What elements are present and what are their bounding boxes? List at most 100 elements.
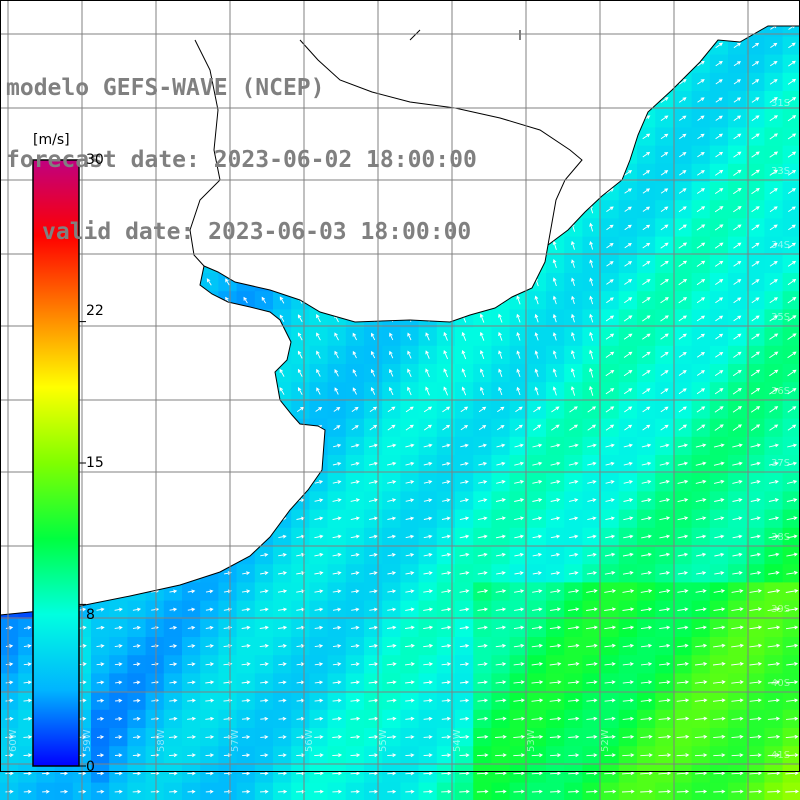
wind-arrow — [41, 771, 50, 776]
wind-arrow — [731, 625, 744, 630]
wind-arrow — [5, 625, 14, 630]
wind-arrow — [605, 498, 615, 503]
wind-arrow — [369, 424, 378, 431]
wind-arrow — [642, 333, 651, 340]
wind-arrow — [387, 589, 397, 594]
wind-arrow — [604, 589, 617, 593]
wind-arrow — [278, 643, 287, 648]
wind-arrow — [712, 698, 726, 703]
wind-arrow — [133, 680, 141, 685]
wind-arrow — [479, 350, 485, 360]
wind-arrow — [732, 424, 742, 431]
wind-arrow — [513, 698, 525, 703]
wind-arrow — [552, 277, 557, 287]
wind-arrow — [314, 552, 324, 557]
wind-arrow — [332, 480, 342, 484]
wind-arrow — [767, 734, 781, 739]
wind-arrow — [658, 716, 671, 721]
wind-arrow — [678, 242, 688, 249]
wind-arrow — [332, 716, 342, 721]
wind-arrow — [589, 385, 594, 396]
wind-arrow — [678, 224, 687, 231]
wind-arrow — [332, 443, 342, 448]
wind-arrow — [589, 295, 594, 305]
wind-arrow — [316, 332, 321, 341]
wind-arrow — [715, 351, 724, 358]
wind-arrow — [586, 589, 598, 593]
wind-arrow — [187, 625, 196, 630]
wind-arrow — [5, 698, 14, 703]
wind-arrow — [351, 625, 360, 630]
wind-arrow — [260, 571, 269, 575]
wind-arrow — [695, 443, 707, 448]
wind-arrow — [787, 260, 797, 267]
wind-arrow — [460, 406, 469, 413]
wind-arrow — [368, 771, 379, 776]
wind-arrow — [387, 480, 397, 484]
wind-arrow — [495, 498, 506, 502]
wind-arrow — [550, 443, 561, 448]
wind-arrow — [695, 516, 707, 521]
wind-arrow — [624, 424, 633, 431]
wind-arrow — [694, 698, 708, 703]
wind-arrow — [604, 680, 616, 685]
wind-arrow — [423, 516, 433, 521]
wind-arrow — [260, 753, 269, 758]
wind-arrow — [622, 680, 634, 685]
wind-arrow — [586, 443, 597, 448]
wind-arrow — [750, 406, 761, 413]
wind-arrow — [696, 260, 706, 267]
wind-arrow — [478, 461, 488, 466]
wind-arrow — [314, 571, 324, 575]
wind-arrow — [604, 552, 616, 557]
wind-arrow — [733, 61, 741, 67]
wind-arrow — [769, 315, 779, 322]
wind-arrow — [133, 716, 141, 721]
wind-arrow — [733, 187, 742, 195]
wind-arrow — [514, 443, 524, 448]
wind-arrow — [169, 662, 178, 667]
model-title: modelo GEFS-WAVE (NCEP) — [6, 75, 325, 101]
wind-arrow — [549, 734, 562, 739]
wind-arrow — [677, 589, 689, 593]
wind-arrow — [623, 498, 634, 502]
wind-arrow — [115, 735, 123, 739]
wind-arrow — [278, 662, 287, 667]
wind-arrow — [568, 753, 580, 758]
wind-arrow — [751, 242, 760, 249]
wind-arrow — [623, 351, 633, 358]
wind-cell — [764, 26, 784, 37]
wind-arrow — [587, 480, 597, 484]
wind-arrow — [642, 315, 651, 322]
wind-arrow — [549, 716, 562, 721]
wind-arrow — [314, 789, 324, 794]
wind-arrow — [568, 589, 580, 593]
wind-arrow — [696, 242, 706, 249]
wind-arrow — [477, 662, 488, 666]
wind-arrow — [587, 534, 597, 539]
wind-arrow — [659, 516, 671, 521]
wind-arrow — [787, 169, 797, 176]
wind-arrow — [350, 753, 361, 758]
wind-arrow — [697, 151, 705, 158]
wind-arrow — [550, 789, 562, 794]
wind-arrow — [459, 680, 470, 685]
wind-arrow — [658, 771, 672, 776]
wind-arrow — [677, 625, 689, 630]
wind-arrow — [443, 350, 449, 360]
wind-arrow — [715, 297, 724, 304]
wind-arrow — [586, 716, 598, 721]
wind-arrow — [425, 350, 430, 359]
wind-arrow — [96, 607, 105, 612]
wind-arrow — [350, 789, 360, 794]
wind-arrow — [621, 789, 635, 794]
wind-arrow — [785, 589, 799, 593]
wind-arrow — [404, 662, 415, 666]
wind-arrow — [659, 607, 671, 612]
wind-arrow — [461, 368, 467, 378]
wind-arrow — [423, 589, 434, 594]
wind-arrow — [697, 97, 705, 103]
wind-arrow — [696, 552, 707, 557]
wind-arrow — [624, 242, 632, 249]
lon-label: 54W — [452, 729, 463, 752]
